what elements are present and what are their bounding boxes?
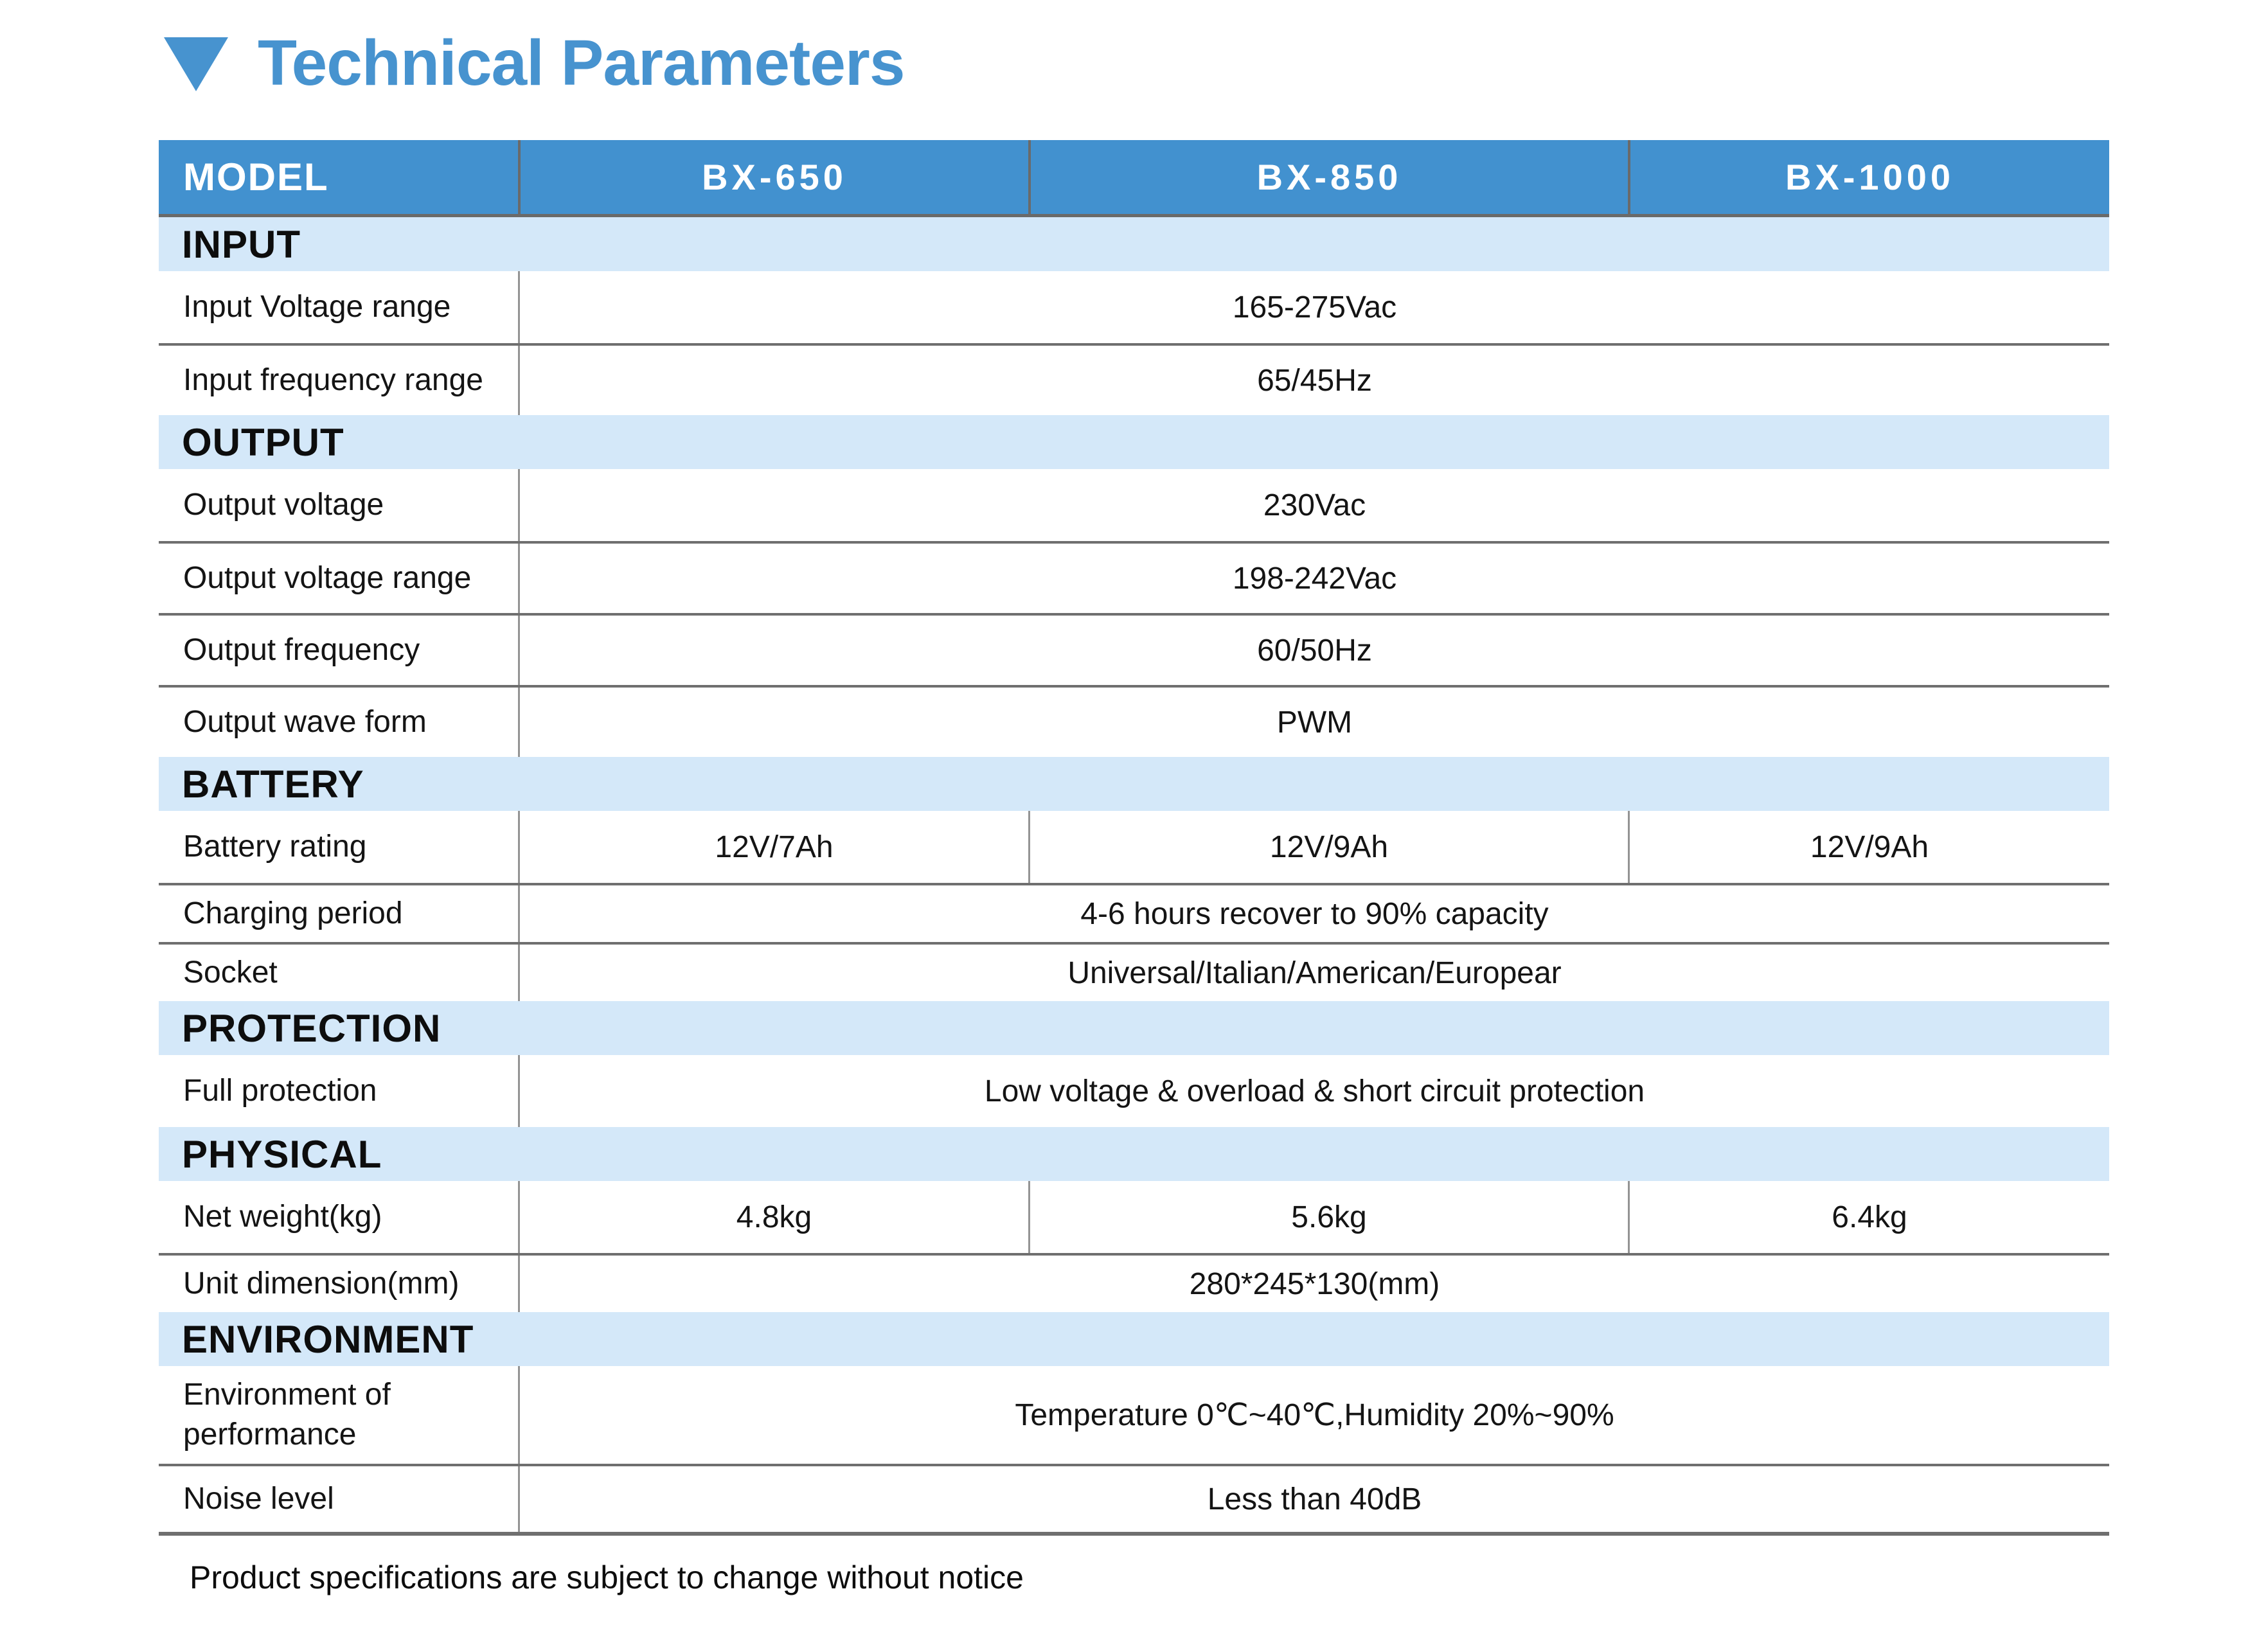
spec-label: Noise level bbox=[183, 1481, 334, 1516]
spec-value: 60/50Hz bbox=[518, 616, 2109, 685]
table-header-row: MODEL BX-650 BX-850 BX-1000 bbox=[159, 140, 2109, 217]
spec-row: Net weight(kg) 4.8kg 5.6kg 6.4kg bbox=[159, 1181, 2109, 1253]
spec-value: Less than 40dB bbox=[518, 1466, 2109, 1532]
spec-row: Unit dimension(mm) 280*245*130(mm) bbox=[159, 1253, 2109, 1312]
footer-note: Product specifications are subject to ch… bbox=[190, 1559, 1024, 1595]
spec-row: Environment of performance Temperature 0℃… bbox=[159, 1366, 2109, 1464]
spec-row: Output voltage 230Vac bbox=[159, 469, 2109, 541]
spec-row: Input frequency range 65/45Hz bbox=[159, 343, 2109, 415]
spec-row: Socket Universal/Italian/American/Europea… bbox=[159, 942, 2109, 1001]
spec-value: Low voltage & overload & short circuit p… bbox=[518, 1055, 2109, 1127]
page-title-row: Technical Parameters bbox=[0, 0, 2266, 96]
spec-value: 4-6 hours recover to 90% capacity bbox=[518, 885, 2109, 942]
spec-label: Output voltage range bbox=[183, 560, 472, 595]
spec-value: PWM bbox=[518, 688, 2109, 757]
spec-row: Output wave form PWM bbox=[159, 685, 2109, 757]
spec-value: 65/45Hz bbox=[518, 346, 2109, 415]
spec-label: Full protection bbox=[183, 1073, 377, 1108]
spec-row: Battery rating 12V/7Ah 12V/9Ah 12V/9Ah bbox=[159, 811, 2109, 883]
spec-label: Input Voltage range bbox=[183, 289, 451, 324]
spec-label: Input frequency range bbox=[183, 362, 483, 397]
section-header-input: INPUT bbox=[159, 217, 2109, 271]
spec-label: Unit dimension(mm) bbox=[183, 1266, 459, 1301]
spec-label: Socket bbox=[183, 955, 278, 990]
spec-row: Charging period 4-6 hours recover to 90% … bbox=[159, 883, 2109, 942]
technical-parameters-table: MODEL BX-650 BX-850 BX-1000 INPUT Input Volta… bbox=[159, 140, 2109, 1536]
section-header-physical: PHYSICAL bbox=[159, 1127, 2109, 1181]
section-header-output: OUTPUT bbox=[159, 415, 2109, 469]
spec-label: Battery rating bbox=[183, 829, 367, 864]
spec-row: Output voltage range 198-242Vac bbox=[159, 541, 2109, 613]
page-title: Technical Parameters bbox=[258, 27, 905, 99]
spec-row: Full protection Low voltage & overload & … bbox=[159, 1055, 2109, 1127]
model-column-header: BX-650 bbox=[518, 140, 1028, 214]
spec-value: 12V/9Ah bbox=[1028, 811, 1628, 883]
spec-label: Net weight(kg) bbox=[183, 1199, 382, 1234]
header-model-cell: MODEL bbox=[183, 155, 329, 199]
spec-label: Output wave form bbox=[183, 704, 427, 739]
spec-value: 6.4kg bbox=[1628, 1181, 2109, 1253]
spec-value: 230Vac bbox=[518, 469, 2109, 541]
section-header-battery: BATTERY bbox=[159, 757, 2109, 811]
section-header-environment: ENVIRONMENT bbox=[159, 1312, 2109, 1366]
spec-value: 280*245*130(mm) bbox=[518, 1256, 2109, 1312]
spec-value: 5.6kg bbox=[1028, 1181, 1628, 1253]
spec-label: Charging period bbox=[183, 896, 403, 930]
triangle-down-icon bbox=[164, 37, 228, 91]
section-header-protection: PROTECTION bbox=[159, 1001, 2109, 1055]
spec-label: Output voltage bbox=[183, 487, 384, 522]
spec-value: 198-242Vac bbox=[518, 544, 2109, 613]
spec-value: Universal/Italian/American/Europear bbox=[518, 945, 2109, 1001]
model-column-header: BX-1000 bbox=[1628, 140, 2109, 214]
spec-value: 165-275Vac bbox=[518, 271, 2109, 343]
spec-value: 12V/9Ah bbox=[1628, 811, 2109, 883]
spec-value: 4.8kg bbox=[518, 1181, 1028, 1253]
spec-label: Environment of performance bbox=[183, 1377, 391, 1452]
spec-value: 12V/7Ah bbox=[518, 811, 1028, 883]
spec-label: Output frequency bbox=[183, 632, 420, 667]
model-column-header: BX-850 bbox=[1028, 140, 1628, 214]
spec-row: Input Voltage range 165-275Vac bbox=[159, 271, 2109, 343]
spec-row: Noise level Less than 40dB bbox=[159, 1464, 2109, 1536]
spec-row: Output frequency 60/50Hz bbox=[159, 613, 2109, 685]
spec-value: Temperature 0℃~40℃,Humidity 20%~90% bbox=[518, 1366, 2109, 1464]
